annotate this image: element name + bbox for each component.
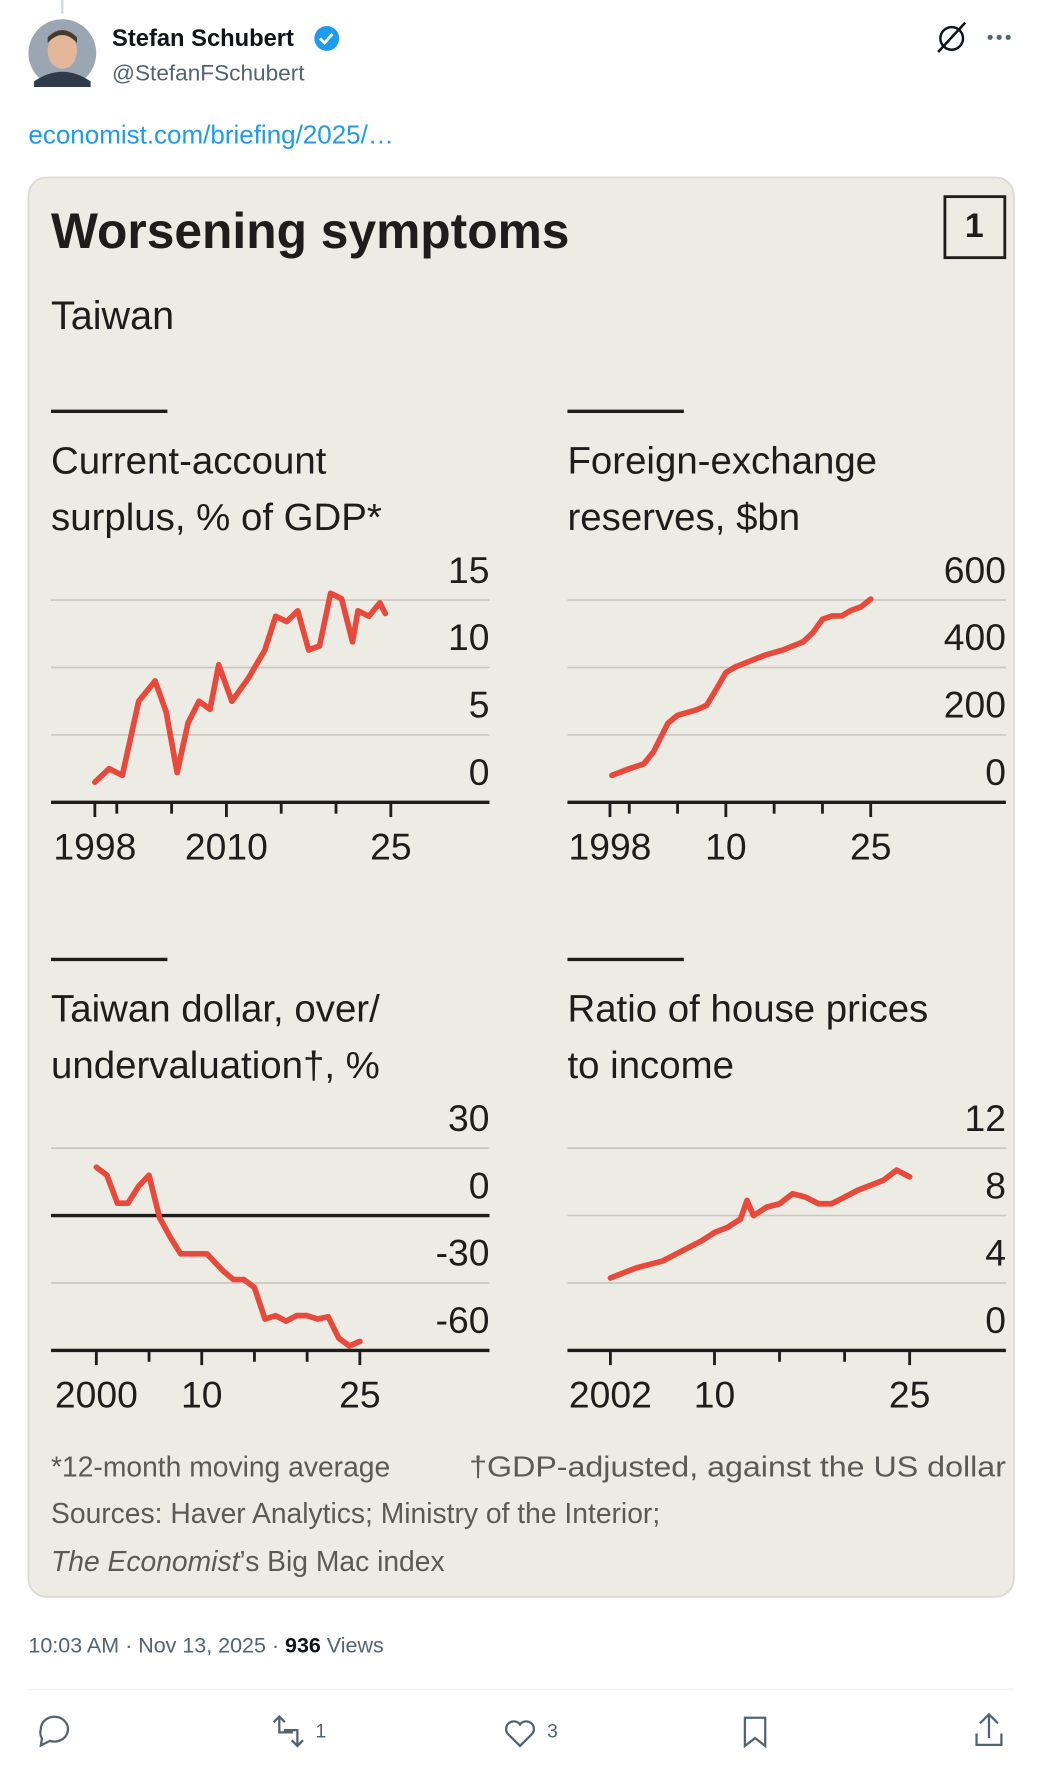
data-line [93,1164,363,1349]
y-tick-label: 400 [944,616,1006,658]
grok-circle [939,25,965,51]
y-tick-label: 0 [985,751,1006,793]
retweet-count: 1 [315,1721,326,1742]
chart-title: surplus, % of GDP* [51,496,382,539]
chart-title: Taiwan dollar, over/ [51,988,380,1031]
y-tick-label: 10 [448,616,489,658]
avatar-hair [47,29,78,43]
y-tick-label: 0 [469,751,490,793]
chart-title: Foreign-exchange [567,439,877,482]
chart-title: to income [567,1044,734,1087]
x-tick-label: 2002 [569,1374,652,1416]
chart-title: undervaluation†, % [51,1044,380,1087]
x-tick-label: 10 [181,1374,222,1416]
avatar-shirt [34,71,91,88]
like-count: 3 [547,1721,558,1742]
grok-slash [937,21,967,53]
action-bar [39,1712,1003,1749]
y-tick-label: 0 [469,1164,490,1206]
x-tick-label: 2000 [55,1374,138,1416]
figure-number: 1 [965,207,984,245]
reply-icon[interactable] [39,1715,70,1748]
verified-badge [314,25,340,51]
timestamp-row: 10:03 AM · Nov 13, 2025 · 936 Views [28,1633,383,1657]
y-tick-label: 0 [985,1299,1006,1341]
y-tick-label: 200 [944,684,1006,726]
y-tick-label: 600 [944,549,1006,591]
chart-card[interactable]: Worsening symptoms 1 Taiwan *12-month mo… [27,176,1015,1598]
figure-title: Worsening symptoms [51,203,569,259]
footnote: †GDP-adjusted, against the US dollar [469,1451,1006,1483]
x-tick-label: 1998 [568,826,651,868]
chart-title: Current-account [51,439,327,482]
figure-subtitle: Taiwan [51,294,174,338]
x-tick-label: 25 [850,826,891,868]
y-tick-label: 12 [964,1097,1005,1139]
y-tick-label: -30 [436,1232,490,1274]
dot [1005,34,1011,40]
x-tick-label: 1998 [53,826,136,868]
y-tick-label: 8 [985,1164,1006,1206]
grok-icon[interactable] [937,21,967,53]
x-tick-label: 25 [370,826,411,868]
sources-line: The Economist’s Big Mac index [51,1545,445,1577]
figure-number-box [943,195,1007,260]
x-tick-label: 25 [889,1374,930,1416]
link[interactable]: economist.com/briefing/2025/… [28,120,393,150]
sources-italic: The Economist [51,1545,241,1577]
timestamp[interactable]: 10:03 AM · Nov 13, 2025 · [28,1633,279,1657]
retweet-icon[interactable] [272,1714,304,1748]
chart-title: reserves, $bn [567,496,800,539]
more-icon[interactable] [987,34,1011,40]
author-handle[interactable]: @StefanFSchubert [112,61,305,86]
y-tick-label: 30 [448,1097,489,1139]
bookmark-icon[interactable] [743,1716,767,1749]
share-icon[interactable] [975,1712,1003,1746]
dot [987,34,993,40]
data-line [609,596,874,779]
y-tick-label: 15 [448,549,489,591]
x-tick-label: 10 [705,826,746,868]
y-tick-label: 5 [469,684,490,726]
avatar[interactable] [28,19,97,88]
y-tick-label: 4 [985,1232,1006,1274]
chart-title: Ratio of house prices [567,988,928,1031]
x-tick-label: 2010 [185,826,268,868]
x-tick-label: 25 [339,1374,380,1416]
x-tick-label: 10 [694,1374,735,1416]
y-tick-label: -60 [436,1299,490,1341]
data-line [92,590,389,785]
author-name[interactable]: Stefan Schubert [112,26,294,52]
sources: Sources: Haver Analytics; Ministry of th… [51,1497,660,1529]
avatar-face [47,32,78,69]
sources-end: ’s Big Mac index [239,1545,444,1577]
data-line [607,1167,913,1281]
footnote: *12-month moving average [51,1451,390,1483]
views-count: 936 [285,1633,321,1657]
badge-check [318,32,334,46]
dot [996,34,1002,40]
views-label: Views [327,1633,384,1657]
card-bg [27,176,1015,1598]
like-icon[interactable] [504,1720,536,1748]
